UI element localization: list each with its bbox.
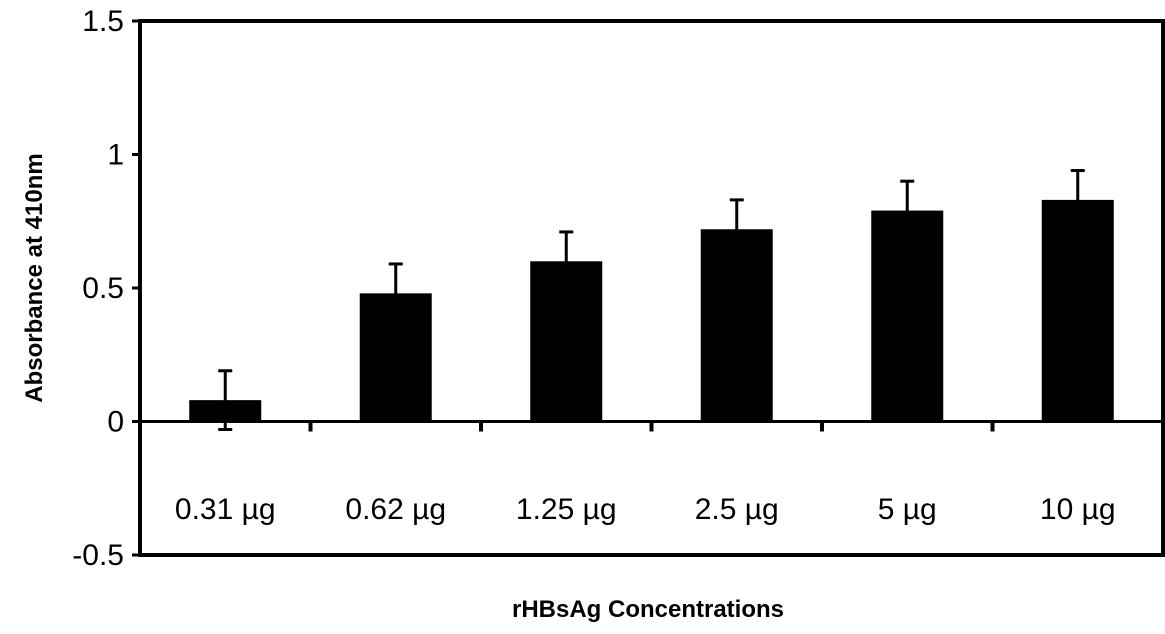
bar xyxy=(871,210,944,422)
y-tick-label: -0.5 xyxy=(72,539,124,572)
bars-group xyxy=(189,199,1114,422)
x-category-label: 0.62 µg xyxy=(345,493,446,526)
x-axis-title: rHBsAg Concentrations xyxy=(512,596,784,623)
y-tick-label: 0.5 xyxy=(82,272,124,305)
x-category-label: 1.25 µg xyxy=(516,493,617,526)
y-axis-title: Absorbance at 410nm xyxy=(21,153,48,402)
error-bars-group xyxy=(218,169,1085,432)
plot-frame xyxy=(138,19,1165,557)
y-tick-label: 1.5 xyxy=(82,5,124,38)
y-axis-ticks: -0.5 0 0.5 1 1.5 xyxy=(72,5,140,572)
x-category-label: 5 µg xyxy=(878,493,937,526)
y-tick-label: 0 xyxy=(107,406,124,439)
bar xyxy=(1041,199,1114,422)
category-labels: 0.31 µg 0.62 µg 1.25 µg 2.5 µg 5 µg 10 µg xyxy=(175,493,1116,526)
bar xyxy=(700,229,773,422)
zero-line-group xyxy=(140,420,1163,432)
x-category-label: 10 µg xyxy=(1040,493,1116,526)
x-category-label: 0.31 µg xyxy=(175,493,276,526)
y-tick-label: 1 xyxy=(107,139,124,172)
x-category-label: 2.5 µg xyxy=(695,493,779,526)
